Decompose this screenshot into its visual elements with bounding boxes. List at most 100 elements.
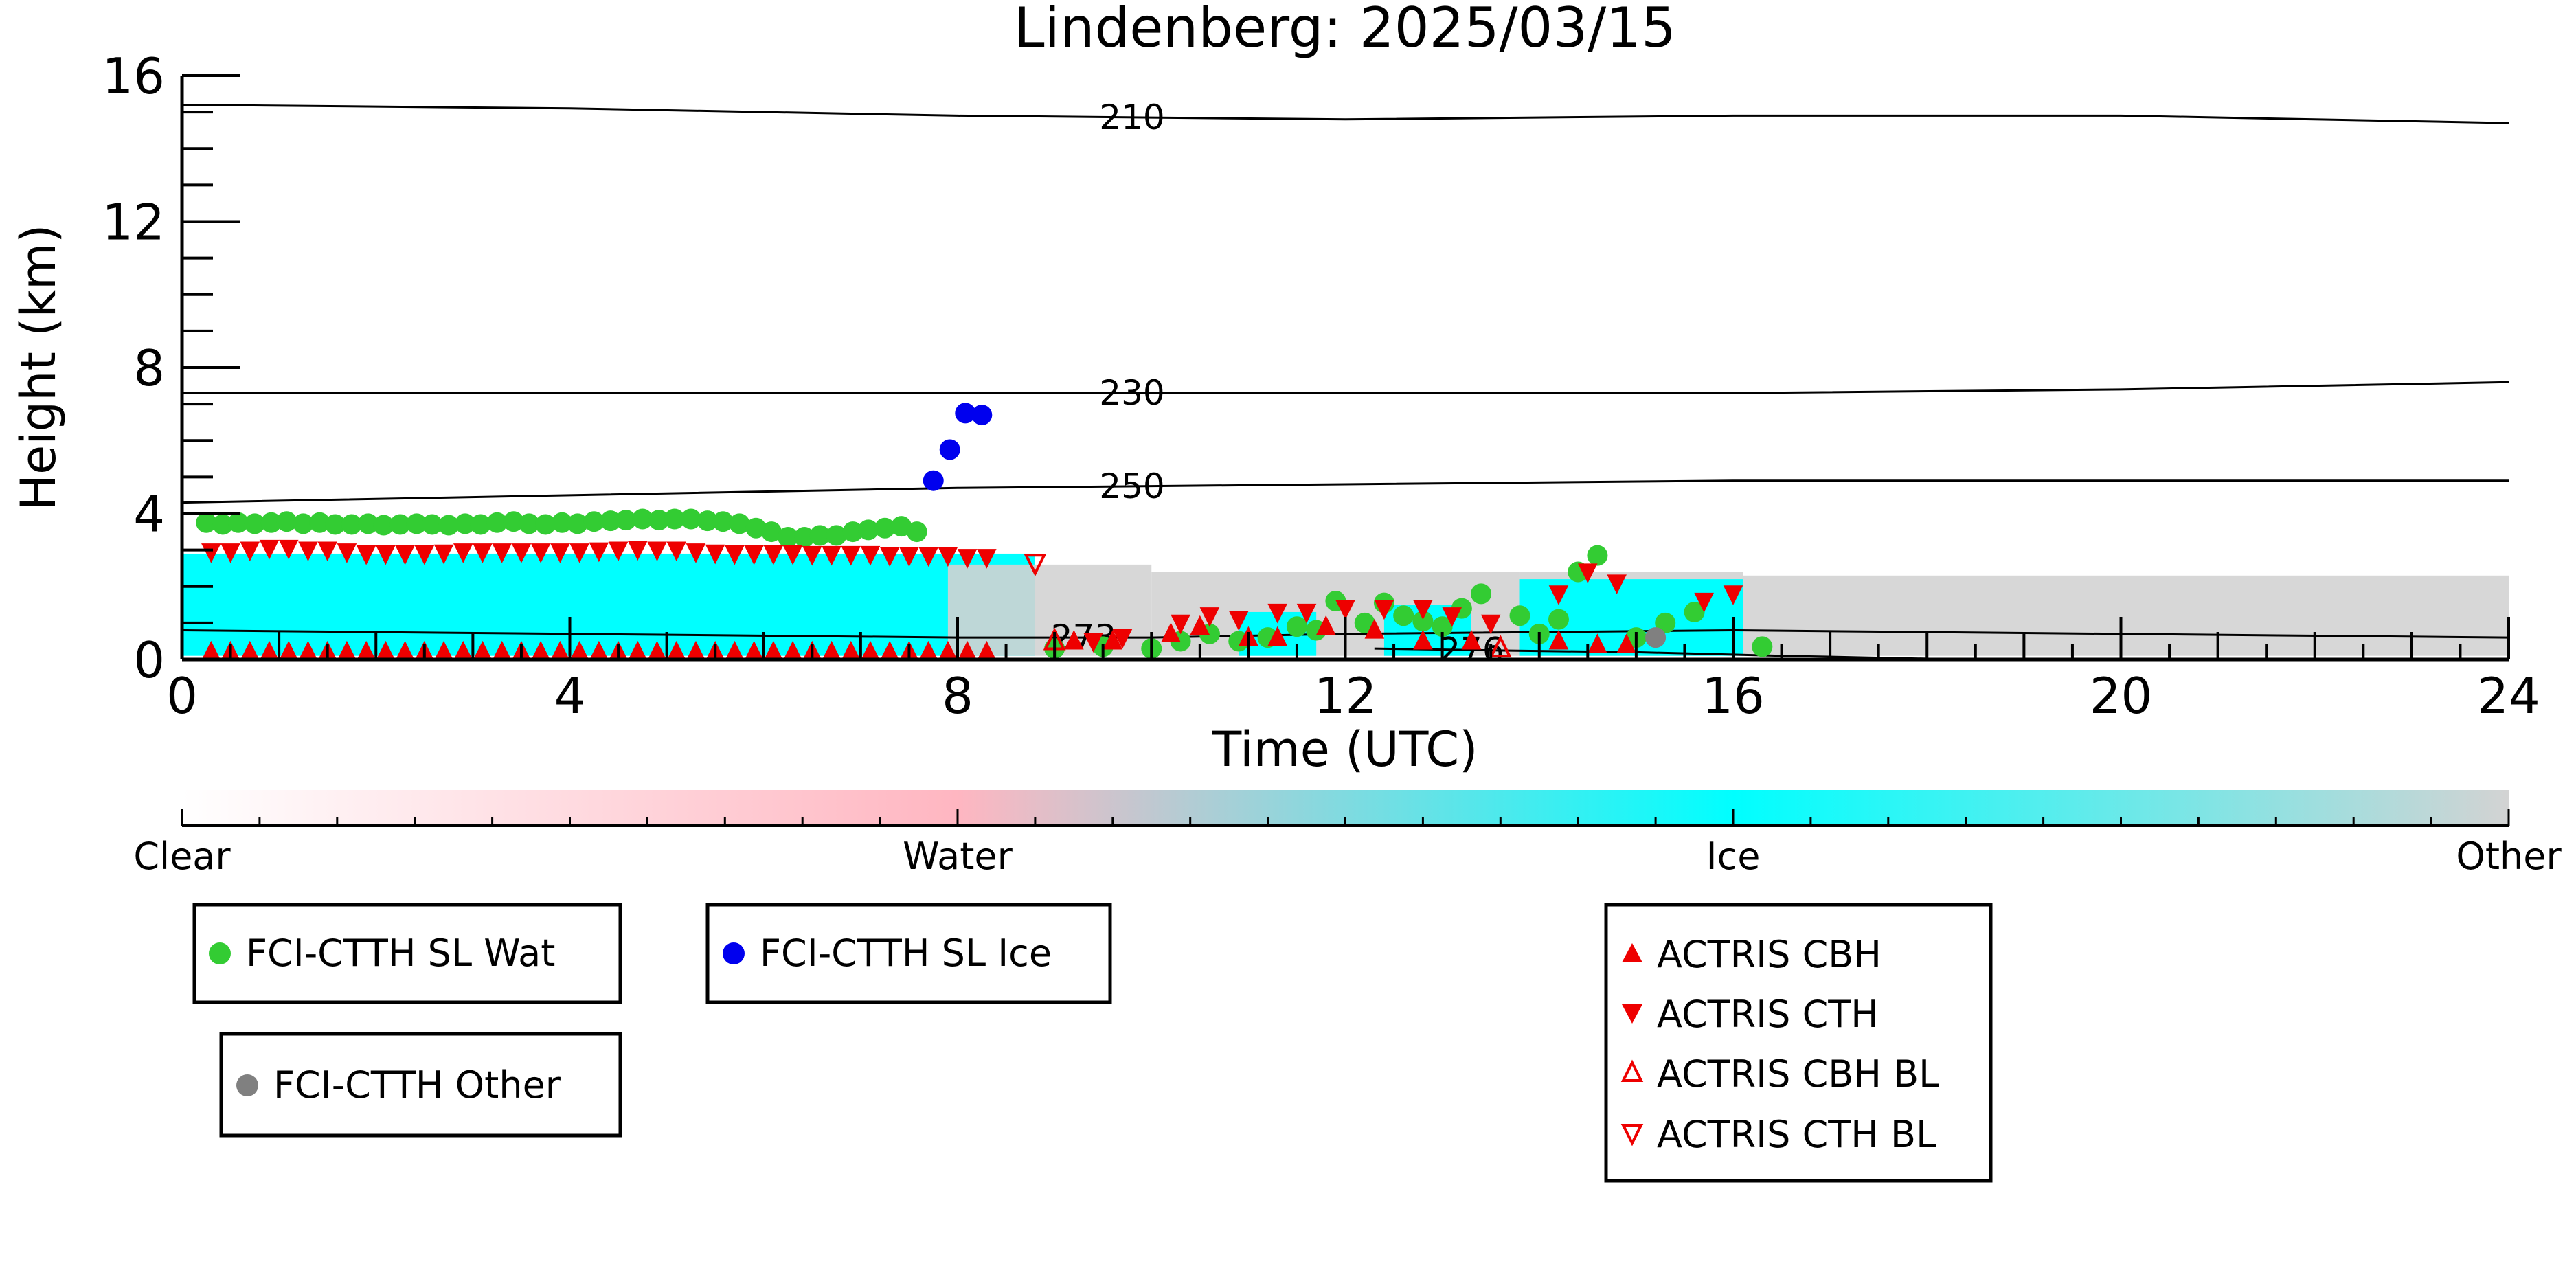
data-point <box>433 544 454 565</box>
data-point <box>298 640 318 661</box>
data-point <box>433 640 454 661</box>
data-point <box>1684 601 1705 622</box>
data-point <box>918 640 938 661</box>
legend-cbh-label: ACTRIS CBH <box>1657 933 1882 976</box>
data-point <box>938 640 958 661</box>
phase-region-ice <box>182 553 1035 656</box>
y-tick-label: 16 <box>102 47 165 105</box>
data-point <box>918 547 938 567</box>
data-point <box>1335 600 1355 620</box>
data-point <box>725 640 745 661</box>
data-point <box>376 545 396 565</box>
data-point <box>550 640 570 661</box>
data-point <box>414 545 435 565</box>
data-point <box>712 511 734 532</box>
data-point <box>503 511 524 532</box>
data-point <box>977 640 997 661</box>
data-point <box>535 514 556 535</box>
data-point <box>680 508 701 530</box>
colorbar-label-clear: Clear <box>133 835 231 878</box>
data-point <box>647 640 667 661</box>
data-point <box>627 541 648 561</box>
data-point <box>957 640 978 661</box>
data-point <box>259 640 280 661</box>
data-point <box>938 547 958 567</box>
data-point <box>826 525 847 546</box>
data-point <box>600 510 621 532</box>
data-point <box>552 512 573 533</box>
data-point <box>705 544 725 565</box>
series-fci-ctth-other <box>1645 627 1667 648</box>
legend-wat: FCI-CTTH SL Wat <box>192 903 622 1004</box>
chart-title: Lindenberg: 2025/03/15 <box>1014 0 1676 60</box>
data-point <box>1199 607 1220 627</box>
legend-ice-marker <box>723 942 745 964</box>
data-point <box>530 640 551 661</box>
data-point <box>761 521 782 543</box>
data-point <box>589 640 609 661</box>
data-point <box>1607 574 1627 594</box>
data-point <box>1112 629 1133 649</box>
legend-box <box>705 903 1112 1004</box>
data-point <box>1461 629 1482 650</box>
contour-line-230 <box>182 381 2509 394</box>
data-point <box>317 541 337 562</box>
data-point <box>1548 609 1569 630</box>
data-point <box>492 543 512 563</box>
data-point <box>666 541 687 562</box>
legend-actris: ACTRIS CBH ACTRIS CTH ACTRIS CBH BL ACTR… <box>1604 903 1993 1183</box>
data-point <box>260 512 282 533</box>
axis-layer: 0 4 8 12 16 0 4 8 12 16 20 24 <box>102 47 2540 725</box>
data-point <box>729 513 750 534</box>
data-point <box>778 527 799 548</box>
data-point <box>1267 626 1288 646</box>
data-point <box>550 543 570 563</box>
data-point <box>1752 636 1773 657</box>
data-point <box>977 549 997 569</box>
data-point <box>1616 633 1637 653</box>
legend-box <box>192 903 622 1004</box>
data-point <box>1578 563 1598 583</box>
data-point <box>470 514 491 535</box>
data-point <box>627 640 648 661</box>
data-point <box>822 640 841 661</box>
data-point <box>201 543 221 563</box>
data-point <box>874 517 896 539</box>
y-tick-label: 0 <box>133 631 165 689</box>
data-point <box>395 640 415 661</box>
data-point <box>1024 554 1047 577</box>
legend-box <box>1604 903 1993 1183</box>
data-point <box>589 542 609 563</box>
data-point <box>1587 545 1608 566</box>
data-point <box>1083 633 1103 653</box>
data-point <box>841 545 861 566</box>
data-point <box>666 640 687 661</box>
data-point <box>438 515 460 536</box>
data-point <box>1228 611 1249 631</box>
data-point <box>1655 612 1676 633</box>
legend-wat-marker <box>209 942 231 964</box>
contour-line-210 <box>182 104 2509 124</box>
data-point <box>664 508 685 530</box>
data-point <box>1471 583 1492 605</box>
legend-cth-label: ACTRIS CTH <box>1657 993 1879 1036</box>
data-point <box>1588 633 1607 653</box>
data-point <box>744 640 764 661</box>
data-point <box>647 541 667 562</box>
data-point <box>860 545 881 566</box>
phase-colorbar: Clear Water Ice Other <box>133 790 2562 878</box>
series-actris-cth <box>201 539 1743 653</box>
data-point <box>583 511 605 532</box>
series-actris-cbh <box>201 615 1637 661</box>
data-point <box>569 543 589 563</box>
data-point <box>608 541 629 562</box>
data-point <box>632 508 653 530</box>
x-tick-label: 0 <box>166 667 198 725</box>
data-point <box>221 543 240 563</box>
data-point <box>744 545 764 565</box>
phase-region-other <box>1743 575 2509 656</box>
legend-ice: FCI-CTTH SL Ice <box>705 903 1112 1004</box>
data-point <box>1645 627 1667 648</box>
legend-other-label: FCI-CTTH Other <box>273 1063 561 1107</box>
y-tick-label: 12 <box>102 194 165 251</box>
